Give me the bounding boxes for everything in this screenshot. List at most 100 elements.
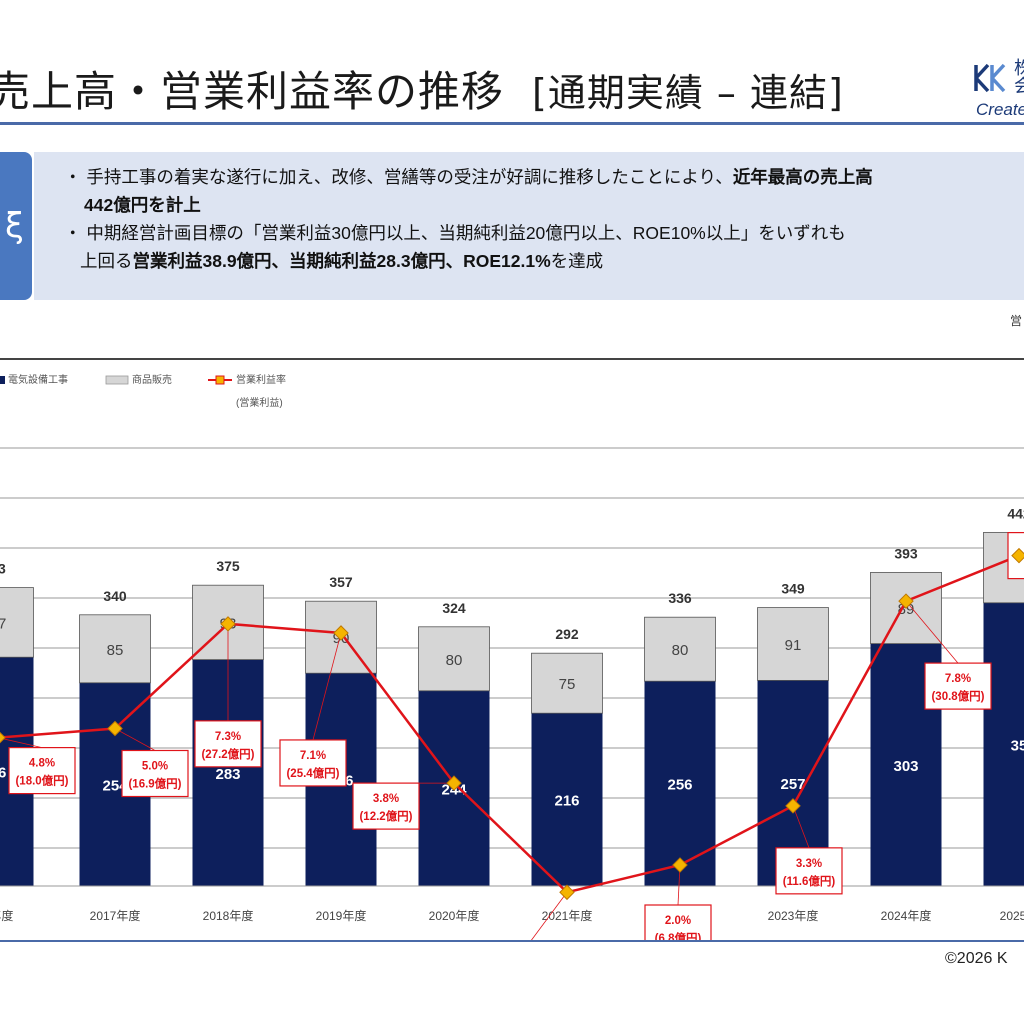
legend-swatch-margin-marker [215,375,225,385]
x-axis-tick-8: 2023年度 [768,908,819,923]
margin-callout-box-7 [644,904,712,940]
margin-callout-leader-4 [312,632,342,741]
margin-rate-label-4: 7.1% [300,750,326,762]
company-logo-icon [972,62,1012,94]
summary-bullet-1-highlight: 近年最高の売上高 [732,167,873,187]
margin-callout-box-9 [924,662,992,710]
margin-rate-label-8: 3.3% [796,858,822,870]
legend-label-margin-sub: (営業利益) [236,396,283,409]
x-axis-tick-10: 2025年 [1000,909,1024,923]
bar-total-value-7: 336 [668,590,692,606]
bar-product-1 [0,587,34,658]
margin-marker-9 [898,593,914,609]
margin-profit-label-5: (12.2億円) [359,809,412,823]
bar-product-5 [418,626,490,692]
company-logo-tagline: Create [976,100,1024,119]
margin-rate-label-7: 2.0% [665,915,691,927]
margin-profit-label-8: (11.6億円) [783,874,836,888]
bar-product-value-2: 85 [107,642,124,659]
margin-profit-label-7: (6.8億円) [655,931,702,940]
margin-callout-box-3 [194,720,262,768]
title-divider [0,122,1024,125]
bar-product-value-9: 89 [898,601,915,618]
margin-callout-leader-9 [905,600,959,664]
title-text: 売上高・営業利益率の推移 [0,67,505,116]
footer-divider [0,940,1024,942]
bar-product-8 [757,607,829,681]
bar-total-value-8: 349 [781,581,805,597]
corner-note: 営 [1010,314,1023,328]
sales-margin-chart: 電気設備工事商品販売営業利益率(営業利益)8637736年度2548534020… [0,360,1024,940]
margin-rate-label-9: 7.8% [945,673,971,685]
summary-bullet-1-highlight-cont: 442億円を計上 [84,195,201,215]
margin-callout-box-2 [121,749,189,798]
summary-bullet-2-text: ・ 中期経営計画目標の「営業利益30億円以上、当期純利益20億円以上、ROE10… [64,223,846,243]
margin-callout-leader-6 [531,892,568,940]
bar-electrical-value-8: 257 [780,776,805,793]
x-axis-tick-5: 2020年度 [429,908,480,923]
logo-name-text: 株 会 [1014,58,1024,97]
x-axis-tick-3: 2018年度 [203,908,254,923]
bar-total-value-1: 73 [0,561,6,577]
margin-marker-6 [559,884,575,901]
x-axis-tick-2: 2017年度 [90,908,141,923]
summary-bullet-2-line-1: ・ 中期経営計画目標の「営業利益30億円以上、当期純利益20億円以上、ROE10… [64,220,846,247]
margin-marker-4 [333,625,349,641]
margin-profit-label-3: (27.2億円) [201,747,254,761]
summary-panel: ・ 手持工事の着実な遂行に加え、改修、営繕等の受注が好調に推移したことにより、近… [34,152,1024,300]
bar-product-value-1: 37 [0,615,6,632]
margin-profit-label-2: (16.9億円) [128,777,181,791]
legend-swatch-electrical [0,376,5,384]
summary-bullet-1-line-2: 442億円を計上 [84,192,201,219]
x-axis-tick-6: 2021年度 [542,908,593,923]
margin-callout-leader-8 [792,805,810,848]
x-axis-tick-1: 6年度 [0,908,13,923]
chart-top-border [0,358,1024,360]
bar-total-value-3: 375 [216,558,240,574]
summary-bullet-2-text-a: 上回る [80,251,133,271]
bar-product-6 [531,652,603,714]
bar-electrical-6 [531,713,603,886]
margin-profit-label-9: (30.8億円) [931,689,984,703]
margin-callout-leader-2 [114,728,156,751]
margin-rate-label-1: 4.8% [29,758,55,770]
bar-total-value-5: 324 [442,600,466,616]
margin-marker-7 [672,857,688,873]
legend-label-electrical: 電気設備工事 [8,373,68,386]
margin-callout-box-4 [279,739,347,787]
summary-bullet-2-text-b: を達成 [550,251,604,271]
margin-line [0,554,1020,894]
summary-bullet-2-highlight: 営業利益38.9億円、当期純利益28.3億円、ROE12.1% [132,251,551,271]
bar-product-value-6: 75 [559,676,576,693]
legend-swatch-product [105,375,129,385]
legend-label-margin: 営業利益率 [236,373,286,386]
chart-canvas: 電気設備工事商品販売営業利益率(営業利益)8637736年度2548534020… [0,373,1024,940]
copyright-text: ©2026 K [945,950,1008,967]
bar-total-value-2: 340 [103,588,127,604]
page-subtitle: [通期実績 – 連結] [532,71,844,115]
margin-marker-1 [0,729,6,746]
margin-callout-box-8 [775,847,843,895]
x-axis-tick-9: 2024年度 [881,908,932,923]
bar-product-7 [644,616,716,682]
margin-rate-label-2: 5.0% [142,761,168,773]
margin-marker-5 [446,775,462,791]
bar-electrical-value-3: 283 [215,766,240,783]
margin-callout-box-5 [352,782,420,830]
bar-product-value-5: 80 [446,652,463,669]
bar-total-value-9: 393 [894,545,918,561]
bar-total-value-4: 357 [329,574,353,590]
margin-callout-box-1 [8,747,76,795]
summary-tab-label: ξ [0,152,32,300]
margin-callout-leader-1 [0,737,43,748]
bar-electrical-value-7: 256 [667,777,692,794]
bar-product-2 [79,614,151,684]
bar-electrical-10 [983,602,1024,886]
summary-bullet-1-text: ・ 手持工事の着実な遂行に加え、改修、営繕等の受注が好調に推移したことにより、 [64,167,733,187]
bar-product-value-7: 80 [672,642,689,659]
bar-total-value-6: 292 [555,626,579,642]
bar-electrical-value-1: 86 [0,765,6,782]
bar-total-value-10: 442 [1007,505,1024,521]
page-title: 売上高・営業利益率の推移 [通期実績 – 連結] [0,58,844,119]
margin-profit-label-1: (18.0億円) [15,774,68,788]
